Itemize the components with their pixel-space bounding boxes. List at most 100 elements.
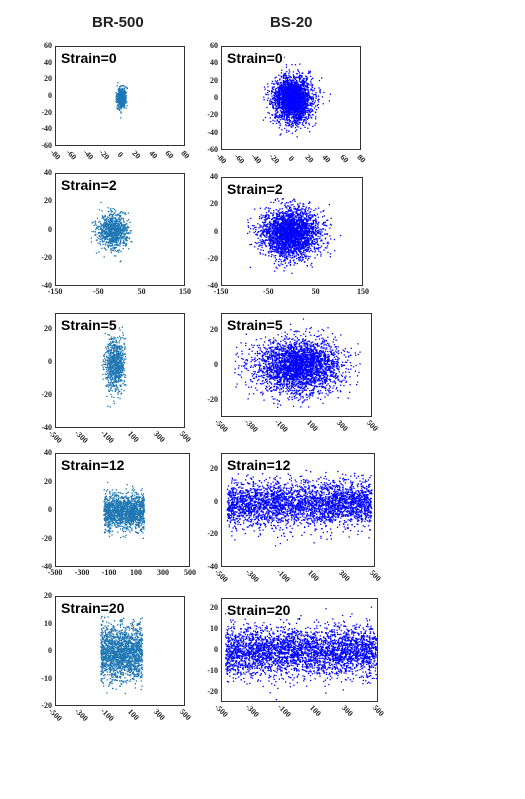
scatter-point — [295, 78, 297, 80]
scatter-point — [111, 237, 113, 239]
scatter-point — [302, 114, 305, 116]
scatter-point — [106, 235, 109, 237]
scatter-point — [299, 242, 302, 244]
scatter-point — [116, 98, 118, 100]
scatter-point — [275, 89, 277, 91]
scatter-point — [283, 100, 285, 102]
scatter-point — [120, 260, 122, 262]
scatter-point — [294, 119, 296, 122]
scatter-point — [125, 244, 128, 246]
scatter-point — [280, 72, 283, 74]
scatter-point — [283, 73, 285, 75]
scatter-point — [302, 104, 304, 106]
scatter-point — [111, 213, 113, 216]
scatter-point — [128, 237, 131, 239]
scatter-point — [288, 74, 290, 77]
scatter-point — [291, 101, 293, 103]
scatter-point — [293, 239, 295, 242]
scatter-point — [280, 75, 282, 77]
scatter-point — [274, 116, 276, 119]
scatter-point — [297, 253, 299, 256]
scatter-point — [279, 78, 281, 80]
scatter-point — [298, 205, 300, 207]
scatter-point — [290, 123, 293, 125]
scatter-point — [115, 242, 118, 244]
scatter-point — [295, 105, 297, 107]
x-tick-label: -150 — [48, 287, 63, 297]
scatter-point — [112, 213, 114, 216]
scatter-point — [310, 97, 312, 99]
scatter-point — [263, 96, 265, 98]
scatter-point — [309, 108, 311, 110]
x-tick-label: 40 — [320, 153, 332, 166]
scatter-point — [299, 85, 301, 87]
scatter-point — [114, 217, 116, 219]
scatter-point — [118, 91, 120, 93]
scatter-point — [125, 238, 128, 240]
scatter-point — [275, 107, 277, 110]
scatter-point — [300, 116, 302, 118]
scatter-point — [309, 222, 311, 225]
scatter-point — [273, 96, 276, 99]
scatter-point — [104, 229, 106, 232]
scatter-point — [293, 116, 295, 118]
scatter-point — [306, 86, 308, 88]
scatter-point — [283, 107, 286, 109]
scatter-point — [278, 89, 280, 91]
scatter-point — [281, 208, 283, 210]
scatter-point — [310, 116, 312, 118]
scatter-point — [269, 248, 272, 250]
scatter-point — [296, 117, 298, 120]
scatter-point — [104, 219, 107, 221]
scatter-point — [115, 101, 117, 103]
scatter-point — [120, 117, 122, 119]
scatter-point — [286, 98, 288, 100]
scatter-point — [281, 69, 283, 71]
scatter-point — [285, 113, 287, 115]
scatter-point — [125, 98, 127, 100]
scatter-point — [295, 101, 297, 103]
scatter-point — [117, 95, 119, 97]
scatter-point — [119, 96, 121, 98]
scatter-point — [292, 110, 294, 112]
scatter-point — [106, 231, 108, 234]
scatter-point — [308, 91, 310, 93]
scatter-point — [288, 82, 290, 84]
scatter-point — [98, 209, 101, 211]
scatter-point — [278, 121, 281, 123]
scatter-point — [286, 125, 288, 127]
scatter-point — [278, 115, 280, 118]
scatter-point — [299, 81, 301, 83]
scatter-point — [269, 99, 271, 102]
scatter-point — [274, 80, 276, 82]
scatter-point — [123, 220, 125, 223]
y-tick-label: 0 — [30, 225, 52, 235]
scatter-point — [297, 93, 300, 95]
scatter-point — [282, 103, 284, 105]
scatter-point — [299, 75, 301, 78]
scatter-point — [126, 237, 128, 239]
scatter-point — [295, 102, 297, 105]
scatter-point — [263, 99, 265, 101]
scatter-point — [117, 235, 119, 237]
scatter-point — [118, 225, 120, 227]
scatter-point — [114, 239, 116, 241]
scatter-point — [315, 94, 317, 96]
scatter-point — [313, 103, 315, 105]
scatter-point — [301, 102, 303, 104]
scatter-point — [281, 223, 283, 225]
scatter-point — [125, 225, 127, 228]
scatter-point — [112, 224, 114, 226]
scatter-point — [115, 217, 117, 219]
scatter-point — [111, 221, 114, 223]
scatter-point — [279, 254, 281, 256]
scatter-point — [304, 104, 306, 106]
scatter-point — [307, 228, 309, 230]
scatter-point — [286, 103, 289, 105]
scatter-point — [296, 90, 298, 92]
scatter-point — [286, 120, 289, 122]
scatter-point — [296, 80, 298, 82]
scatter-point — [293, 99, 295, 101]
scatter-point — [296, 119, 299, 122]
scatter-point — [271, 239, 273, 241]
